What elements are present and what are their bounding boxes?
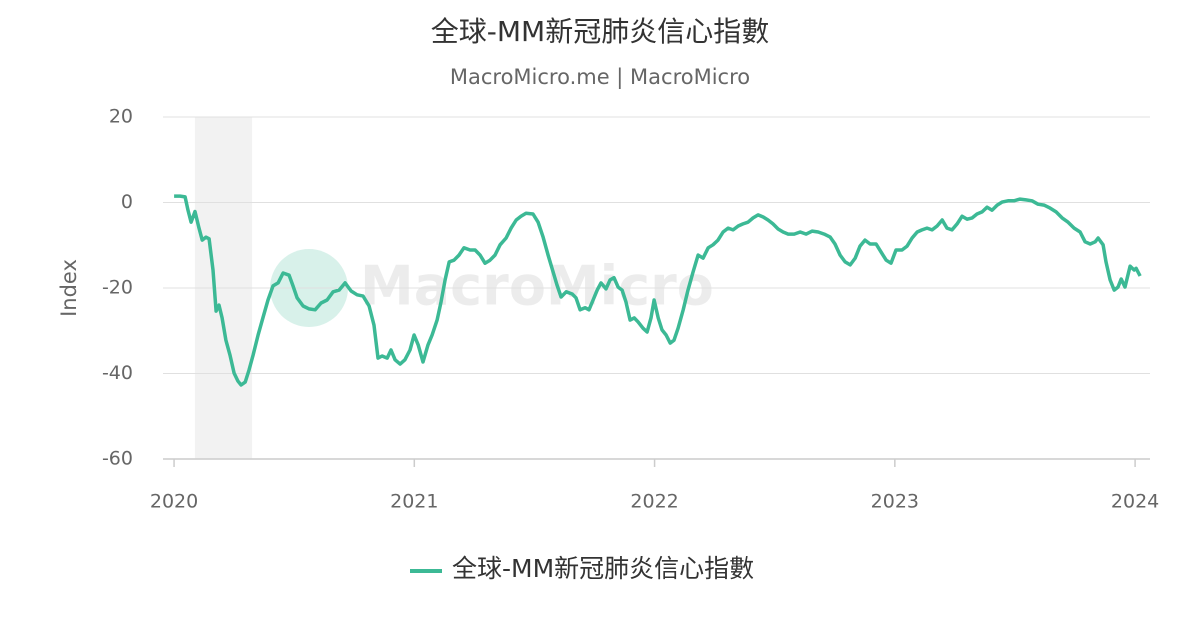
x-tick-label: 2021 [390, 491, 438, 513]
watermark: MacroMicro [360, 255, 714, 318]
chart-subtitle: MacroMicro.me | MacroMicro [450, 65, 750, 90]
y-tick-label: 20 [109, 106, 133, 128]
x-tick-label: 2024 [1111, 491, 1159, 513]
y-tick-label: -40 [102, 362, 133, 384]
legend-label: 全球-MM新冠肺炎信心指數 [452, 554, 754, 583]
x-tick-label: 2020 [150, 491, 198, 513]
x-tick-label: 2023 [871, 491, 919, 513]
y-tick-label: -20 [102, 277, 133, 299]
y-tick-label: 0 [121, 191, 133, 213]
y-tick-label: -60 [102, 448, 133, 470]
x-tick-label: 2022 [630, 491, 678, 513]
y-axis-label: Index [57, 259, 81, 317]
chart-title: 全球-MM新冠肺炎信心指數 [431, 15, 769, 48]
line-series [174, 194, 1142, 387]
